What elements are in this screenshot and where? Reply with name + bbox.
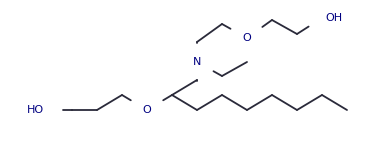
Text: O: O: [142, 105, 151, 115]
Text: N: N: [193, 57, 201, 67]
Text: HO: HO: [27, 105, 44, 115]
Text: O: O: [243, 33, 251, 43]
Text: OH: OH: [325, 13, 342, 23]
